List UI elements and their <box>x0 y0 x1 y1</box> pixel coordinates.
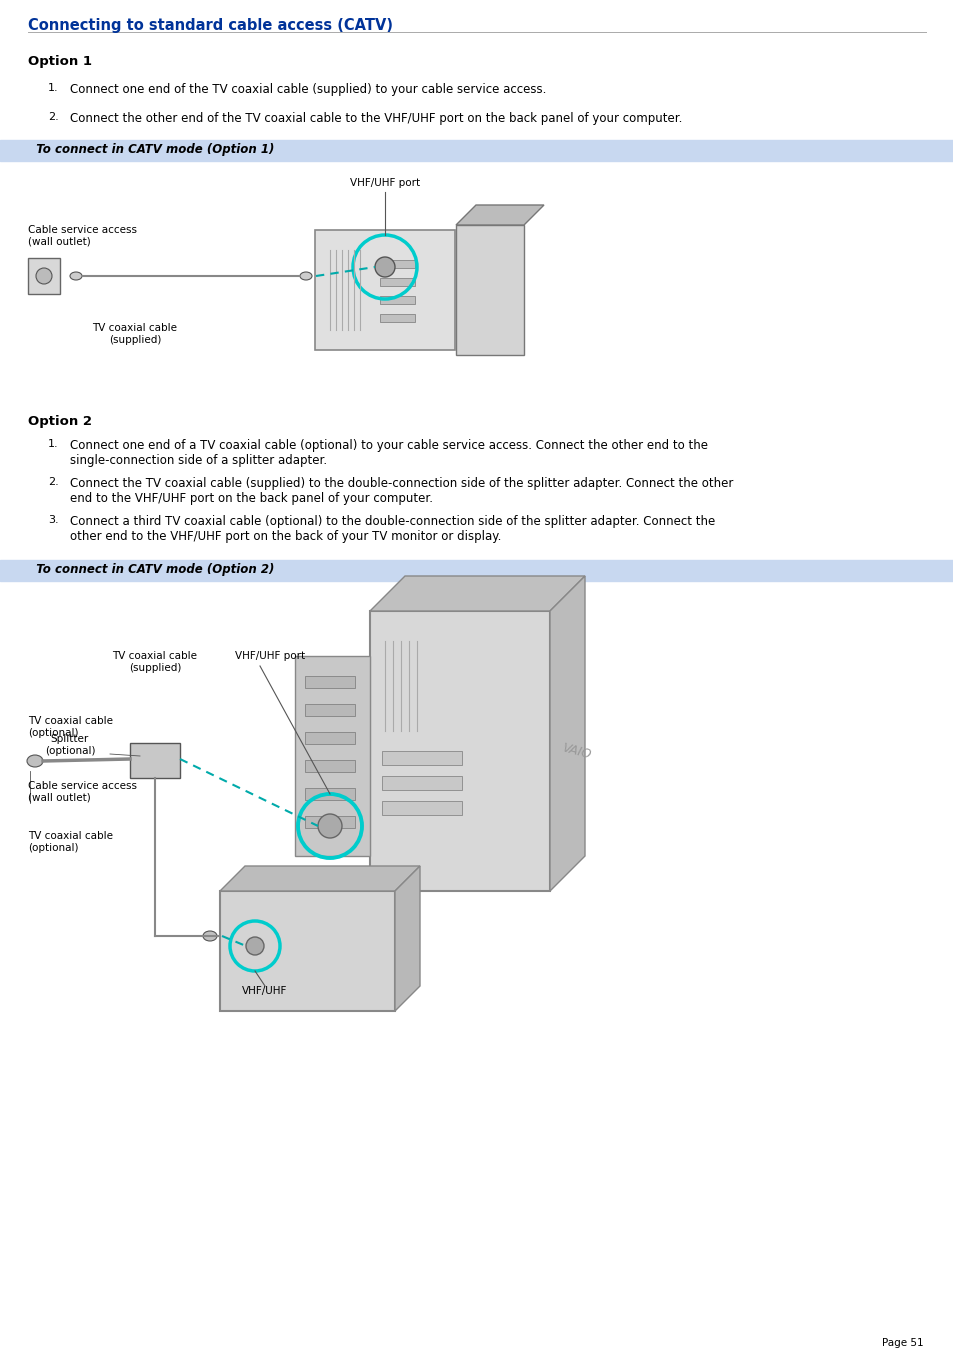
Bar <box>305 676 355 688</box>
Text: Connect a third TV coaxial cable (optional) to the double-connection side of the: Connect a third TV coaxial cable (option… <box>70 515 715 543</box>
Bar <box>305 816 355 828</box>
Text: Cable service access
(wall outlet): Cable service access (wall outlet) <box>28 226 137 247</box>
Bar <box>0 561 953 581</box>
Bar <box>381 751 461 765</box>
Circle shape <box>246 938 264 955</box>
Text: 1.: 1. <box>48 439 58 449</box>
Bar <box>305 788 355 800</box>
Text: Connect the TV coaxial cable (supplied) to the double-connection side of the spl: Connect the TV coaxial cable (supplied) … <box>70 477 733 505</box>
Text: TV coaxial cable
(optional): TV coaxial cable (optional) <box>28 831 112 852</box>
Ellipse shape <box>70 272 82 280</box>
Bar <box>305 704 355 716</box>
Text: VHF/UHF: VHF/UHF <box>242 986 288 996</box>
Text: VHF/UHF port: VHF/UHF port <box>350 178 419 188</box>
Text: 2.: 2. <box>48 477 59 486</box>
Bar <box>220 892 395 1011</box>
Circle shape <box>36 267 52 284</box>
Text: VHF/UHF port: VHF/UHF port <box>234 651 305 661</box>
Text: To connect in CATV mode (Option 1): To connect in CATV mode (Option 1) <box>28 143 274 155</box>
Bar <box>370 611 550 892</box>
Text: Option 2: Option 2 <box>28 415 91 428</box>
Text: Connect the other end of the TV coaxial cable to the VHF/UHF port on the back pa: Connect the other end of the TV coaxial … <box>70 112 681 126</box>
Bar <box>381 801 461 815</box>
Text: TV coaxial cable
(supplied): TV coaxial cable (supplied) <box>112 651 197 673</box>
Text: TV coaxial cable
(supplied): TV coaxial cable (supplied) <box>92 323 177 345</box>
Polygon shape <box>370 576 584 611</box>
Polygon shape <box>550 576 584 892</box>
Text: Splitter
(optional): Splitter (optional) <box>45 734 95 755</box>
Bar <box>294 657 370 857</box>
Bar <box>0 141 953 161</box>
Polygon shape <box>395 866 419 1011</box>
Bar <box>314 230 455 350</box>
Text: Cable service access
(wall outlet): Cable service access (wall outlet) <box>28 781 137 802</box>
Bar <box>456 226 523 355</box>
Bar <box>130 743 180 778</box>
Text: VAIO: VAIO <box>559 740 592 761</box>
Text: 3.: 3. <box>48 515 58 526</box>
Bar <box>28 258 60 295</box>
Ellipse shape <box>27 755 43 767</box>
Polygon shape <box>220 866 419 892</box>
Text: Page 51: Page 51 <box>882 1337 923 1348</box>
Text: Connecting to standard cable access (CATV): Connecting to standard cable access (CAT… <box>28 18 393 32</box>
Circle shape <box>375 257 395 277</box>
Ellipse shape <box>203 931 216 942</box>
Text: Connect one end of the TV coaxial cable (supplied) to your cable service access.: Connect one end of the TV coaxial cable … <box>70 82 546 96</box>
Text: 2.: 2. <box>48 112 59 122</box>
Circle shape <box>317 815 341 838</box>
Ellipse shape <box>299 272 312 280</box>
Text: 1.: 1. <box>48 82 58 93</box>
Bar <box>379 278 415 286</box>
Text: TV coaxial cable
(optional): TV coaxial cable (optional) <box>28 716 112 738</box>
Text: To connect in CATV mode (Option 2): To connect in CATV mode (Option 2) <box>28 563 274 576</box>
Text: Connect one end of a TV coaxial cable (optional) to your cable service access. C: Connect one end of a TV coaxial cable (o… <box>70 439 707 467</box>
Bar <box>305 761 355 771</box>
Polygon shape <box>456 205 543 226</box>
Bar <box>381 775 461 790</box>
Bar <box>379 313 415 322</box>
Bar <box>379 259 415 267</box>
Text: Option 1: Option 1 <box>28 55 91 68</box>
Bar <box>379 296 415 304</box>
Bar <box>305 732 355 744</box>
